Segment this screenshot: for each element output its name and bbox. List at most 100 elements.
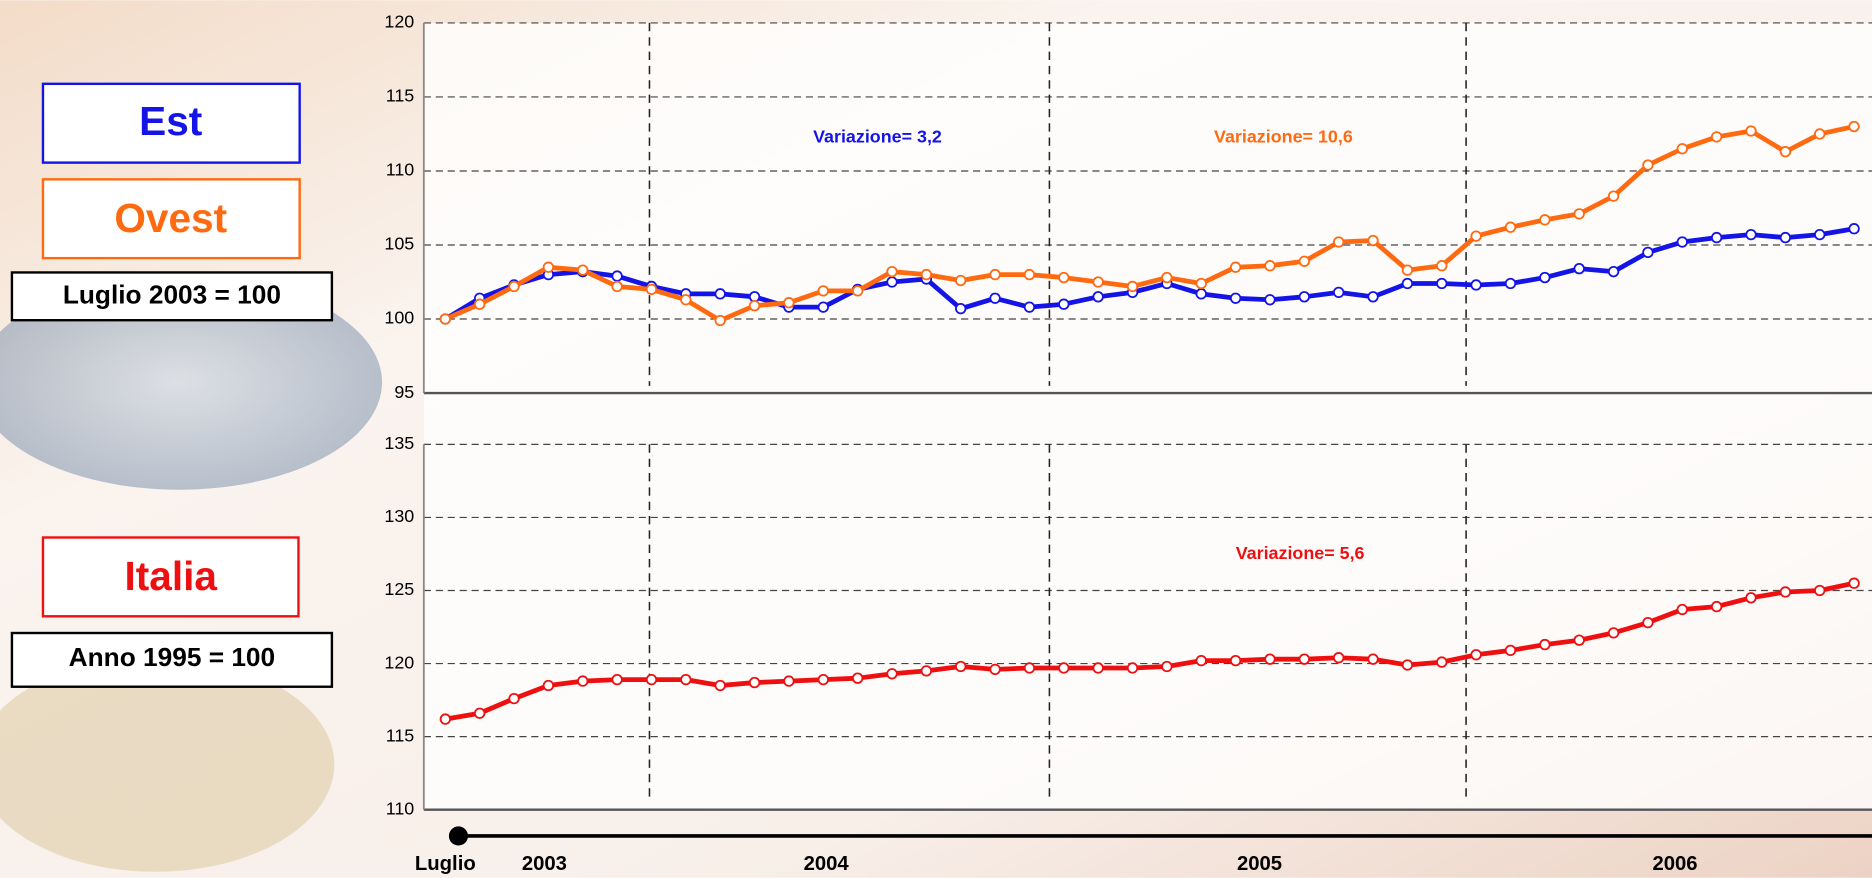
x-axis-label: 2006 [1652,853,1697,875]
data-point [1642,246,1654,259]
base-note-box [10,631,334,688]
data-point [989,663,1001,676]
data-point [1195,288,1207,300]
data-point [1058,271,1070,284]
data-point [1229,654,1242,667]
timeline-start [448,826,468,846]
data-point [955,660,967,673]
data-point [1333,236,1345,248]
data-point [1470,649,1482,661]
data-point [1573,263,1585,275]
data-point [474,707,486,719]
data-point [1676,143,1688,155]
data-point [1229,292,1242,304]
y-tick-label: 110 [386,798,415,818]
data-point [645,283,658,296]
data-point [1298,255,1310,267]
data-point [1539,638,1551,651]
data-point [1573,634,1585,646]
data-point [1710,231,1723,244]
data-point [1126,280,1139,293]
legend-label: Ovest [114,195,227,241]
data-point [1023,662,1036,674]
data-point [611,280,623,293]
data-point [1367,653,1379,665]
annotation: Variazione= 10,6 [1214,126,1353,146]
data-point [1229,261,1242,273]
data-point [645,673,658,686]
data-point [1436,656,1448,668]
data-point [1539,271,1551,284]
data-point [1470,230,1482,242]
data-point [439,313,451,325]
data-point [1676,236,1688,248]
data-point [1333,286,1345,299]
data-point [1814,584,1826,597]
data-point [1436,277,1448,290]
data-point [1710,131,1723,143]
series-line [444,226,1855,322]
data-point [886,276,898,288]
y-tick-label: 135 [384,433,414,453]
legend-box [41,178,301,260]
data-point [1333,652,1345,664]
y-tick-label: 120 [384,652,414,672]
data-point [1401,277,1414,290]
data-point [542,679,555,692]
data-point [1607,190,1620,202]
data-point [1573,208,1585,220]
data-point [542,261,555,273]
y-tick-label: 110 [386,160,415,180]
data-point [920,665,933,677]
data-point [1745,228,1757,241]
y-tick-label: 125 [384,579,414,599]
data-point [1264,653,1276,665]
data-point [680,294,692,306]
data-point [1058,662,1070,674]
plot-background [423,22,1872,811]
data-point [989,268,1001,281]
data-point [1745,125,1757,137]
data-point [1092,276,1104,288]
data-point [1607,627,1620,639]
data-point [1814,128,1826,140]
data-point [1161,271,1173,284]
legend-label: Est [139,98,203,144]
data-point [1607,265,1620,278]
data-point [714,314,726,327]
data-point [1298,653,1310,665]
series-line [444,580,1855,722]
data-point [817,285,829,297]
x-axis-label: 2004 [804,853,850,875]
background-coin [0,274,382,490]
legend-box [41,536,300,618]
data-point [714,288,726,300]
data-point [1504,644,1517,657]
data-point [1779,586,1792,598]
data-point [474,298,486,310]
y-tick-label: 130 [384,506,414,526]
data-point [1470,279,1482,291]
data-point [989,292,1001,304]
y-tick-label: 115 [386,725,415,745]
data-point [1058,298,1070,310]
data-point [783,675,795,687]
data-point [1298,291,1310,303]
data-point [1092,662,1104,674]
legend-box [41,82,301,164]
data-point [1436,260,1448,272]
data-point [680,673,692,686]
data-point [1642,159,1654,171]
base-note: Luglio 2003 = 100 [63,279,281,309]
y-tick-label: 100 [384,308,414,328]
x-axis-label: Luglio [415,853,476,875]
annotation: Variazione= 5,6 [1236,543,1365,563]
data-point [1848,223,1860,235]
data-point [439,713,451,725]
data-point [1779,146,1792,158]
data-point [1092,291,1104,303]
data-point [1126,662,1139,674]
base-note: Anno 1995 = 100 [69,642,275,672]
series-line [444,124,1855,323]
